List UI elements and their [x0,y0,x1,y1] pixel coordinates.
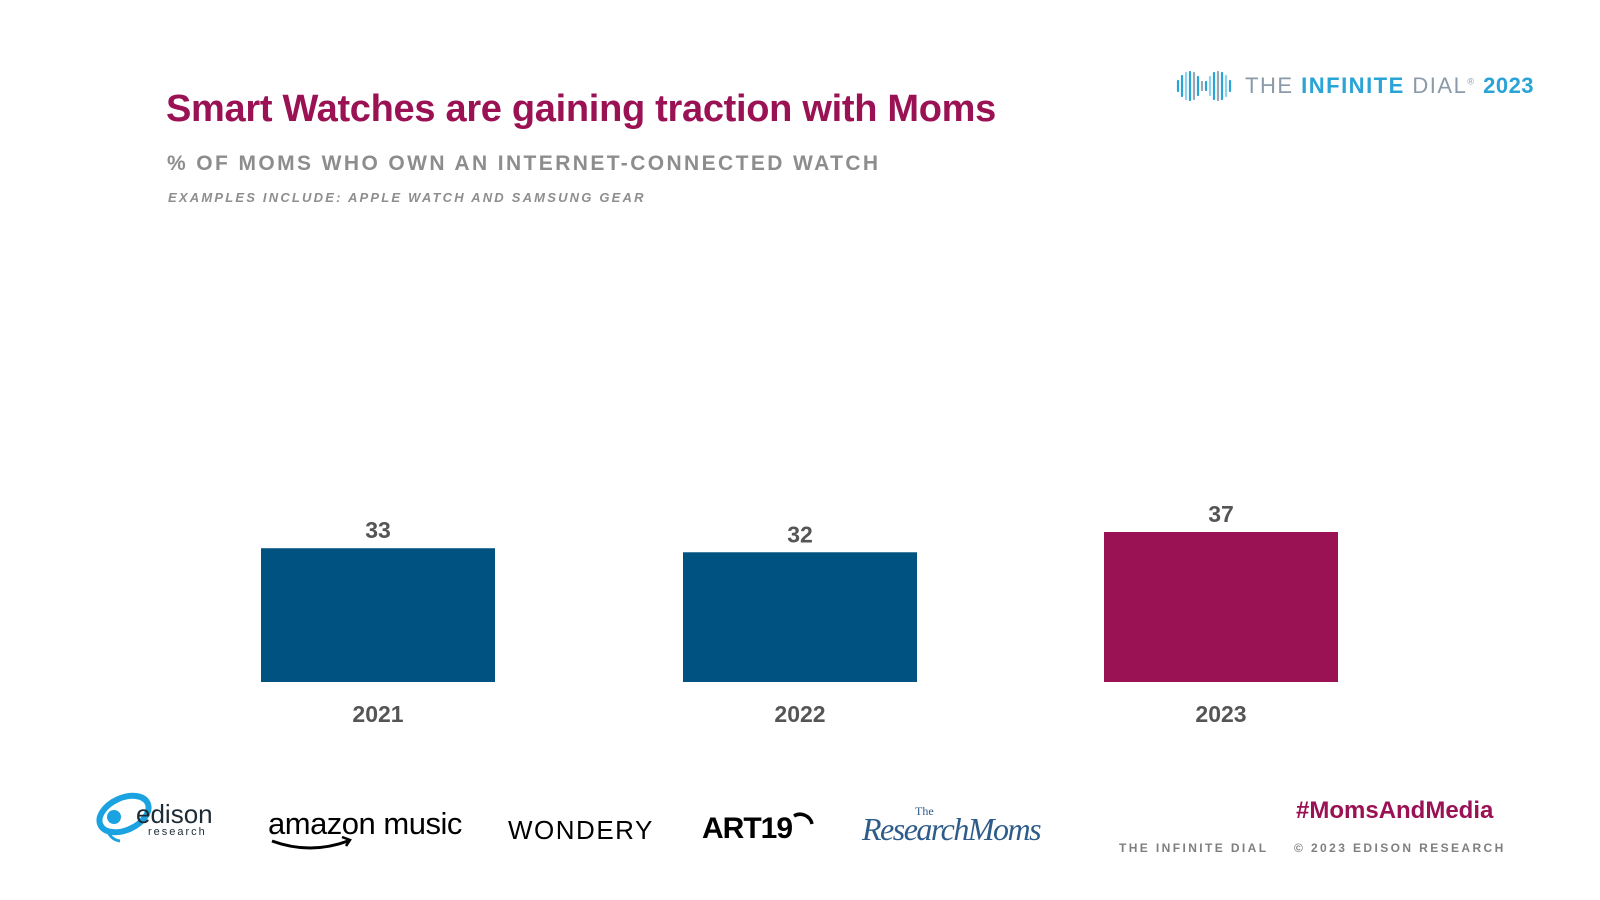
art19-signal-icon [793,812,814,825]
brand-year: 2023 [1483,73,1535,98]
amazon-music-logo: amazon music [268,806,462,850]
chart-subtitle: % OF MOMS WHO OWN AN INTERNET-CONNECTED … [167,152,881,175]
research-moms-the: The [915,804,934,818]
footer-copyright: © 2023 EDISON RESEARCH [1294,841,1506,855]
bar-2023 [1104,532,1338,682]
edison-research-logo: edison research [96,792,213,843]
research-word: research [148,826,207,838]
page-title: Smart Watches are gaining traction with … [166,88,996,130]
brand-accent: INFINITE [1301,73,1405,98]
brand-suffix: DIAL [1404,73,1468,98]
brand-registered-mark: ® [1467,76,1476,87]
wondery-logo: WONDERY [508,815,654,845]
amazon-smile-icon [271,839,349,850]
x-tick-2023: 2023 [1195,701,1246,727]
edison-word: edison [136,799,213,829]
bar-2021 [261,548,495,682]
research-moms-logo: The ResearchMoms [861,804,1043,847]
bar-chart: 33 2021 32 2022 37 2023 [261,501,1338,727]
x-tick-2021: 2021 [352,701,403,727]
hashtag: #MomsAndMedia [1296,797,1494,824]
bar-2022 [683,552,917,682]
wondery-wordmark: WONDERY [508,815,654,845]
value-label-2023: 37 [1208,501,1234,527]
art19-wordmark: ART19 [702,812,792,845]
brand-wordmark: THE INFINITE DIAL® 2023 [1245,73,1534,99]
research-moms-wordmark: ResearchMoms [861,811,1041,847]
art19-logo: ART19 [702,812,814,845]
value-label-2022: 32 [787,521,813,547]
infinite-loop-icon [1176,70,1232,102]
x-tick-2022: 2022 [774,701,825,727]
brand-prefix: THE [1245,73,1302,98]
value-label-2021: 33 [365,517,391,543]
amazon-music-wordmark: amazon music [268,806,462,841]
footer-infinite-dial: THE INFINITE DIAL [1119,841,1269,855]
chart-note: EXAMPLES INCLUDE: APPLE WATCH AND SAMSUN… [168,190,646,205]
infinite-dial-brand: THE INFINITE DIAL® 2023 [1175,66,1534,106]
